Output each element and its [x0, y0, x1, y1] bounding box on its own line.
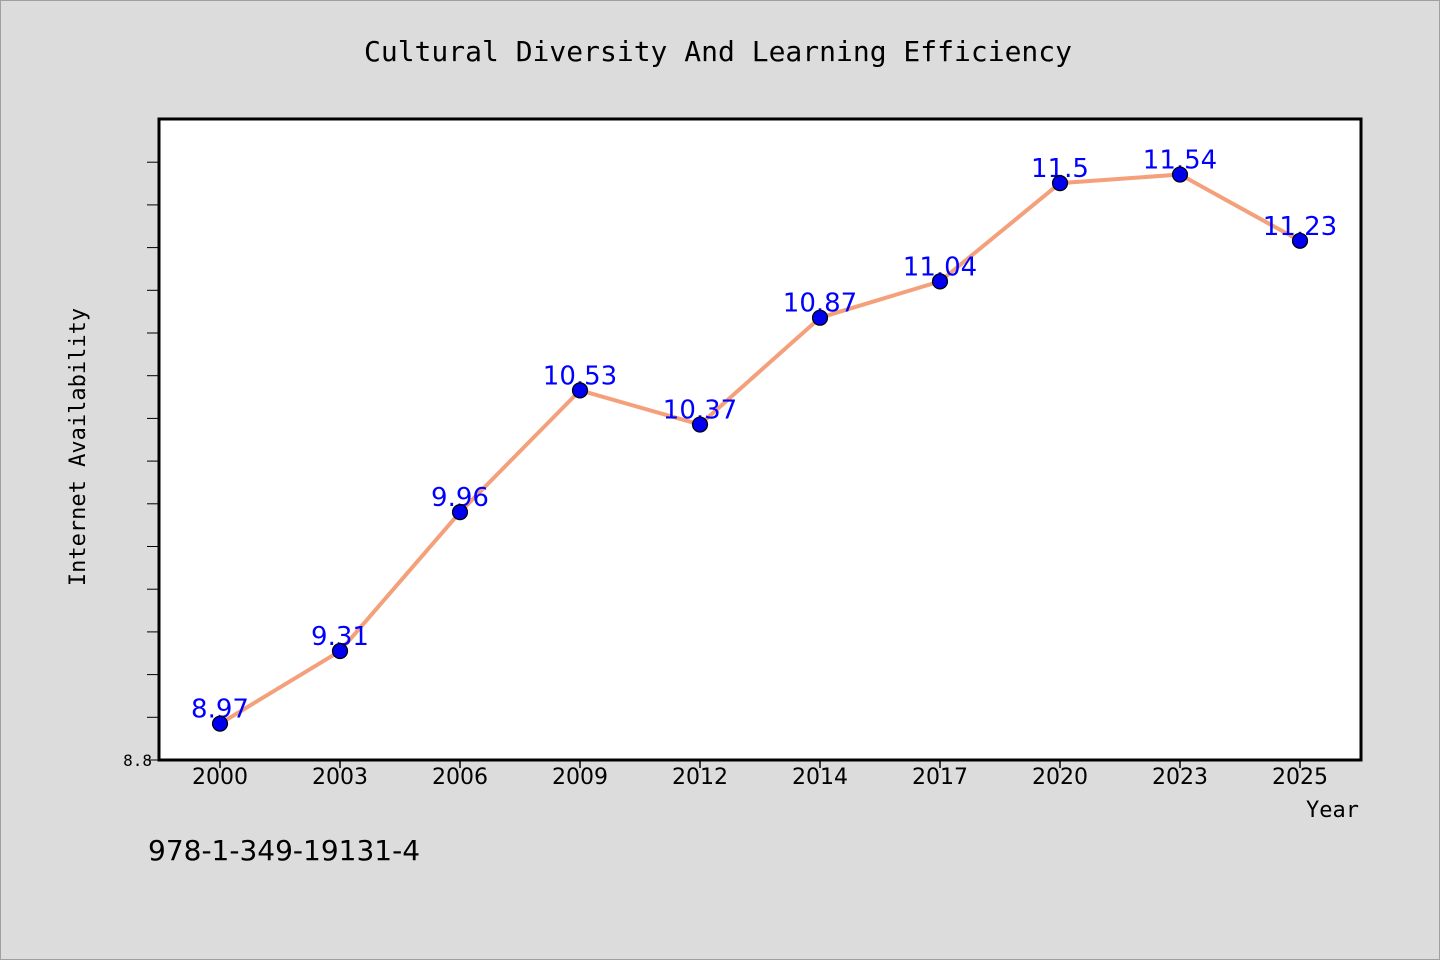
data-point-marker [571, 382, 589, 399]
data-point-marker [691, 416, 709, 433]
x-tick-label: 2014 [792, 765, 848, 790]
x-tick-label: 2020 [1032, 765, 1088, 790]
data-point-marker [451, 504, 469, 521]
data-markers [211, 166, 1309, 732]
data-point-marker [811, 309, 829, 326]
x-tick-label: 2009 [552, 765, 608, 790]
series-line [218, 172, 1302, 726]
plot-area [157, 117, 1363, 762]
x-tick-label: 2023 [1152, 765, 1208, 790]
x-tick-label: 2003 [312, 765, 368, 790]
y-axis-label: Internet Availability [66, 308, 91, 586]
x-tick-label: 2017 [912, 765, 968, 790]
data-point-marker [1051, 175, 1069, 192]
x-tick-label: 2012 [672, 765, 728, 790]
data-point-marker [211, 715, 229, 732]
data-point-marker [931, 273, 949, 290]
chart-title: Cultural Diversity And Learning Efficien… [364, 35, 1072, 68]
data-point-marker [1291, 232, 1309, 249]
x-axis-ticks [219, 760, 1301, 768]
y-axis-ticks [147, 161, 159, 761]
x-axis-label: Year [1306, 798, 1359, 823]
data-point-marker [1171, 166, 1189, 183]
y-tick-label: 8.8 [123, 751, 152, 770]
x-tick-label: 2025 [1272, 765, 1328, 790]
x-axis-tick-labels: 2000 2003 2006 2009 2012 2014 2017 2020 2023 2025 [192, 765, 1328, 790]
data-point-marker [331, 642, 349, 660]
x-tick-label: 2006 [432, 765, 488, 790]
x-tick-label: 2000 [192, 765, 248, 790]
isbn-text: 978-1-349-19131-4 [148, 834, 421, 867]
